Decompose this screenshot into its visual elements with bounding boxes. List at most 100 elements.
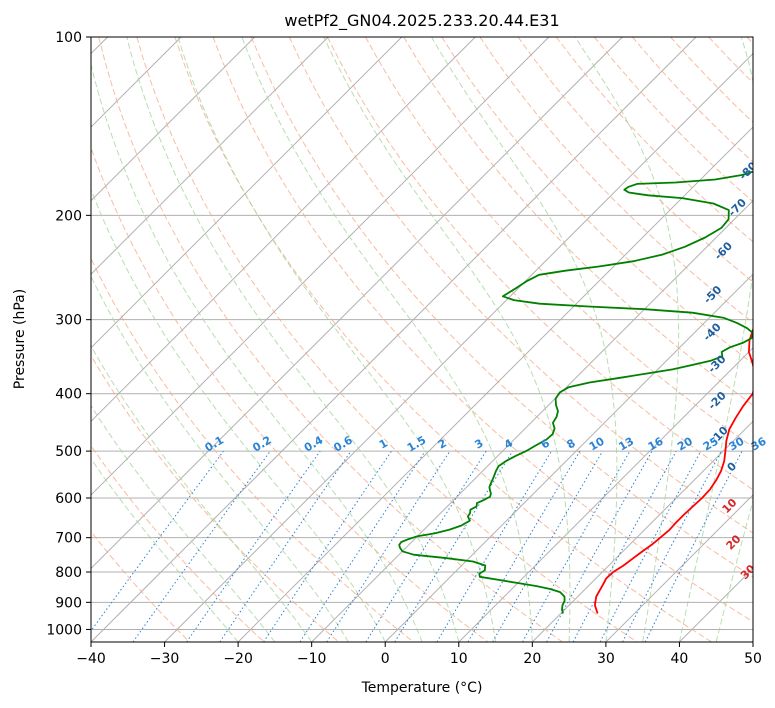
dry-adiabat-line (91, 257, 414, 642)
isotherm-line (91, 37, 403, 349)
mixing-ratio-line (326, 450, 451, 642)
x-tick-label: −40 (76, 651, 106, 667)
dry-adiabat-label: 40 (752, 592, 772, 612)
x-tick-label: 40 (671, 651, 689, 667)
isotherm-line (91, 37, 550, 496)
isotherm-label: -80 (737, 159, 760, 182)
x-tick-label: −30 (150, 651, 180, 667)
chart-title: wetPf2_GN04.2025.233.20.44.E31 (284, 11, 559, 31)
moist-adiabat-line (431, 37, 618, 642)
mixing-ratio-line (644, 450, 743, 642)
mixing-ratio-line (219, 450, 352, 642)
x-tick-label: 50 (744, 651, 762, 667)
mixing-ratio-line (522, 450, 631, 642)
dry-adiabat-line (136, 37, 638, 642)
moist-adiabat-line (574, 37, 680, 642)
mixing-ratio-line (572, 450, 677, 642)
dry-adiabat-line (632, 37, 753, 163)
isotherm-line (384, 273, 753, 642)
dry-adiabat-line (403, 37, 753, 406)
dry-adiabat-line (174, 37, 712, 642)
dry-adiabat-line (670, 37, 753, 124)
x-tick-label: 30 (597, 651, 615, 667)
dry-adiabat-line (365, 37, 753, 448)
isotherm-line (91, 37, 476, 423)
isotherm-line (91, 37, 697, 642)
dry-adiabat-line (708, 37, 753, 84)
mixing-ratio-line (91, 450, 224, 632)
dry-adiabat-line (212, 37, 753, 623)
isotherm-line (531, 420, 753, 642)
isotherm-line (91, 37, 329, 275)
moist-adiabat-line (91, 62, 423, 642)
mixing-ratio-line (132, 450, 271, 642)
temperature-profile (594, 327, 753, 614)
mixing-ratio-line (394, 450, 514, 642)
isotherm-line (91, 37, 256, 202)
mixing-ratio-line (263, 450, 392, 642)
isotherm-line (605, 494, 753, 642)
moist-adiabat-line (91, 275, 349, 642)
moist-adiabat-line (241, 37, 533, 642)
mixing-ratio-label: 8 (564, 437, 577, 452)
plot-frame (90, 36, 754, 643)
isotherm-line (752, 641, 753, 642)
y-tick-label: 200 (55, 208, 82, 224)
dewpoint-profile (398, 170, 753, 614)
isotherm-line (311, 199, 753, 642)
isotherm-label: -90 (761, 109, 775, 132)
y-tick-label: 1000 (46, 622, 82, 638)
moist-adiabat-line (715, 498, 753, 642)
moist-adiabat-line (126, 37, 460, 642)
isotherm-label: -30 (705, 352, 728, 375)
dry-adiabat-line (91, 146, 489, 642)
isotherm-line (164, 52, 753, 642)
mixing-ratio-line (186, 450, 321, 642)
x-tick-label: −10 (297, 651, 327, 667)
x-axis-label: Temperature (°C) (361, 680, 483, 696)
moist-adiabat-line (177, 37, 497, 642)
y-tick-label: 600 (55, 491, 82, 507)
y-tick-label: 100 (55, 30, 82, 46)
dry-adiabat-line (441, 37, 753, 365)
moist-adiabat-line (91, 404, 276, 642)
dry-adiabat-line (326, 37, 753, 491)
y-tick-label: 700 (55, 531, 82, 547)
mixing-ratio-line (299, 450, 426, 642)
dry-adiabat-line (250, 37, 753, 578)
dry-adiabat-line (746, 37, 753, 44)
isotherm-line (679, 567, 753, 642)
mixing-ratio-line (365, 450, 487, 642)
moist-adiabat-line (678, 37, 753, 642)
moist-adiabat-line (91, 458, 239, 642)
dry-adiabat-line (91, 444, 265, 642)
y-tick-label: 500 (55, 444, 82, 460)
dry-adiabat-line (517, 37, 753, 283)
mixing-ratio-label: 6 (539, 436, 552, 451)
x-tick-label: 20 (523, 651, 541, 667)
isotherm-line (458, 347, 753, 642)
isotherm-label: -60 (712, 239, 735, 262)
dry-adiabat-line (98, 37, 563, 642)
y-tick-label: 900 (55, 595, 82, 611)
mixing-ratio-line (436, 450, 552, 642)
x-tick-label: −20 (223, 651, 253, 667)
x-tick-label: 10 (450, 651, 468, 667)
dry-adiabat-label: 20 (724, 532, 744, 552)
mixing-ratio-label: 3 (473, 437, 486, 452)
isotherm-line (237, 126, 753, 642)
dry-adiabat-label: 30 (738, 562, 758, 582)
isotherm-label: -50 (701, 283, 724, 306)
y-tick-label: 400 (55, 387, 82, 403)
dry-adiabat-line (91, 530, 190, 642)
x-tick-label: 0 (381, 651, 390, 667)
moist-adiabat-line (91, 188, 386, 642)
y-tick-label: 300 (55, 313, 82, 329)
mixing-ratio-label: 1 (377, 437, 390, 452)
moist-adiabat-line (91, 345, 313, 642)
isotherm-line (91, 37, 623, 570)
dry-adiabat-line (91, 354, 340, 642)
mixing-ratio-line (546, 450, 653, 642)
